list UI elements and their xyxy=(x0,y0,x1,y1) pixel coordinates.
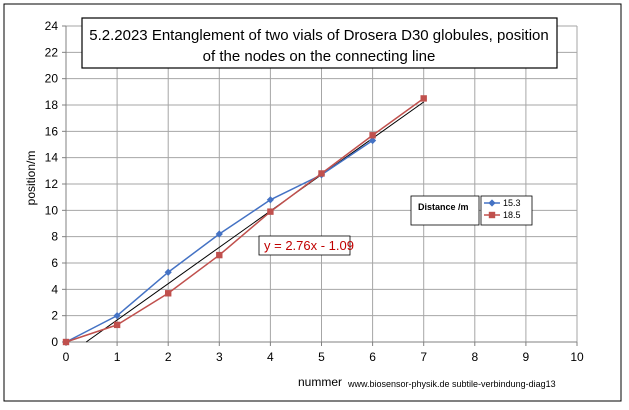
credit-text: www.biosensor-physik.de subtile-verbindu… xyxy=(347,379,556,389)
y-tick-label: 0 xyxy=(51,335,58,349)
y-tick-label: 12 xyxy=(45,177,59,191)
data-point xyxy=(420,95,427,102)
trendline-layer xyxy=(85,101,424,343)
x-tick-label: 10 xyxy=(570,350,584,364)
y-tick-label: 14 xyxy=(45,151,59,165)
data-point xyxy=(113,312,121,320)
data-point xyxy=(164,268,172,276)
data-point xyxy=(369,136,377,145)
data-point xyxy=(267,208,274,215)
legend-swatch-marker xyxy=(488,199,496,207)
x-tick-label: 6 xyxy=(369,350,376,364)
chart-title-line1: 5.2.2023 Entanglement of two vials of Dr… xyxy=(89,27,548,44)
data-point xyxy=(62,338,70,346)
data-point xyxy=(215,230,223,238)
y-tick-label: 24 xyxy=(45,19,59,33)
series-1 xyxy=(62,95,427,346)
y-tick-label: 18 xyxy=(45,98,59,112)
y-tick-label: 2 xyxy=(51,309,58,323)
x-tick-label: 1 xyxy=(114,350,121,364)
data-point xyxy=(165,290,172,297)
x-tick-label: 9 xyxy=(523,350,530,364)
data-point xyxy=(266,196,274,204)
x-axis-title: nummer xyxy=(298,375,342,389)
x-tick-label: 5 xyxy=(318,350,325,364)
x-tick-label: 4 xyxy=(267,350,274,364)
x-tick-label: 8 xyxy=(471,350,478,364)
x-tick-label: 2 xyxy=(165,350,172,364)
y-axis-title: position/m xyxy=(24,151,38,206)
trendline xyxy=(85,101,424,343)
trendline-equation: y = 2.76x - 1.09 xyxy=(264,238,354,253)
legend-swatch-marker xyxy=(488,211,496,219)
legend-box xyxy=(480,195,533,226)
series-line xyxy=(65,97,425,343)
x-tick-label: 0 xyxy=(63,350,70,364)
legend-title-box xyxy=(410,195,480,226)
y-tick-label: 6 xyxy=(51,256,58,270)
data-point xyxy=(113,321,121,329)
y-tick-label: 4 xyxy=(51,282,58,296)
data-point xyxy=(216,251,223,259)
y-tick-label: 22 xyxy=(45,45,59,59)
data-point xyxy=(369,132,376,139)
legend-label: 15.3 xyxy=(503,198,521,208)
x-tick-label: 3 xyxy=(216,350,223,364)
data-point xyxy=(318,170,325,177)
y-tick-label: 20 xyxy=(45,72,59,86)
chart-title-box: 5.2.2023 Entanglement of two vials of Dr… xyxy=(81,17,558,69)
series-layer xyxy=(62,95,427,346)
legend-label: 18.5 xyxy=(503,210,521,220)
y-tick-label: 16 xyxy=(45,124,59,138)
trendline-equation-box: y = 2.76x - 1.09 xyxy=(258,235,354,256)
y-tick-label: 10 xyxy=(45,203,59,217)
legend: Distance /m 15.3 18.5 xyxy=(410,195,533,226)
legend-title: Distance /m xyxy=(418,202,469,212)
x-tick-label: 7 xyxy=(420,350,427,364)
chart-title-line2: of the nodes on the connecting line xyxy=(203,48,436,65)
y-tick-label: 8 xyxy=(51,230,58,244)
